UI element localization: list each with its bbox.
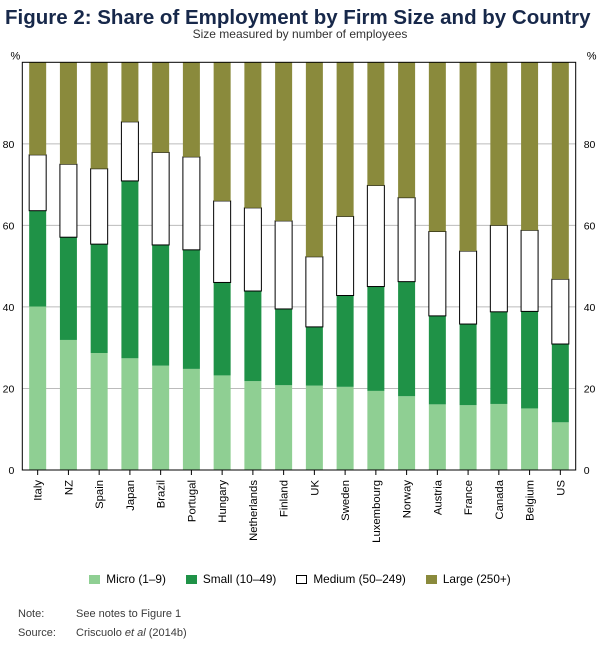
svg-text:20: 20	[584, 383, 596, 395]
svg-text:US: US	[555, 480, 567, 496]
svg-text:Portugal: Portugal	[186, 480, 198, 522]
svg-text:UK: UK	[309, 480, 321, 496]
svg-text:Norway: Norway	[402, 480, 414, 519]
svg-text:Italy: Italy	[33, 480, 45, 501]
svg-text:Austria: Austria	[432, 479, 444, 515]
svg-text:40: 40	[584, 302, 596, 314]
svg-text:0: 0	[584, 465, 590, 477]
svg-text:60: 60	[3, 220, 15, 232]
svg-text:Japan: Japan	[125, 480, 137, 511]
svg-text:France: France	[463, 480, 475, 515]
svg-text:Netherlands: Netherlands	[248, 480, 260, 541]
svg-text:Hungary: Hungary	[217, 480, 229, 523]
svg-text:%: %	[11, 50, 21, 62]
svg-text:20: 20	[3, 383, 15, 395]
svg-text:NZ: NZ	[63, 480, 75, 495]
svg-text:60: 60	[584, 220, 596, 232]
svg-text:Finland: Finland	[279, 480, 291, 517]
svg-text:0: 0	[8, 465, 14, 477]
svg-text:80: 80	[584, 139, 596, 151]
svg-text:Belgium: Belgium	[525, 480, 537, 521]
svg-text:40: 40	[3, 302, 15, 314]
svg-text:Brazil: Brazil	[156, 480, 168, 508]
svg-text:%: %	[587, 50, 597, 62]
svg-text:Spain: Spain	[94, 480, 106, 509]
svg-text:Canada: Canada	[494, 479, 506, 519]
svg-text:Luxembourg: Luxembourg	[371, 480, 383, 543]
svg-text:Sweden: Sweden	[340, 480, 352, 521]
svg-text:80: 80	[3, 139, 15, 151]
